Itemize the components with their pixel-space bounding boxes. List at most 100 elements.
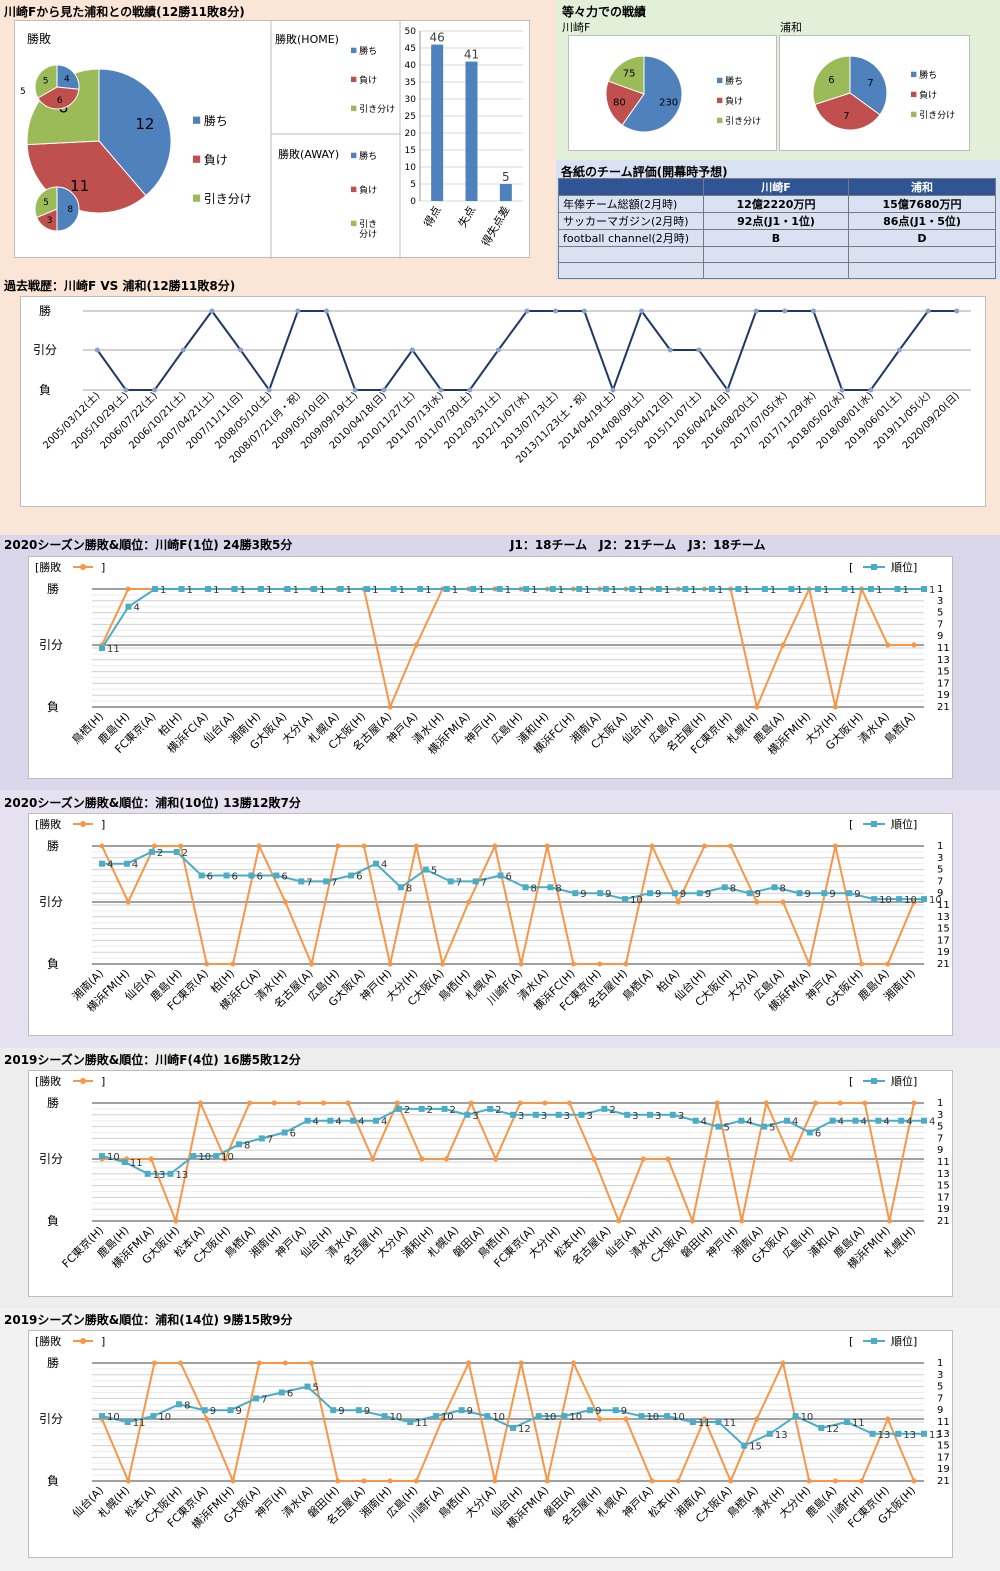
s2020u-title: 2020シーズン勝敗&順位：浦和(10位) 13勝12敗7分 (4, 796, 301, 810)
pie-power-urawa: 7 7 6 (812, 55, 888, 131)
s2020u-panel: [勝敗][順位] 1 3 5 7 9 11 13 15 17 19 21 勝引分負 4 4 2 2 6 6 6 6 7 7 6… (28, 813, 953, 1036)
rank-point (373, 1117, 379, 1124)
result-point (247, 1100, 253, 1106)
rank-data-label: 4 (906, 1117, 912, 1128)
rank-point (152, 586, 159, 592)
data-point (610, 387, 616, 393)
rank-point (846, 890, 853, 897)
pie-data-label: 80 (613, 97, 626, 108)
result-point (754, 899, 760, 905)
rank-data-label: 8 (184, 1400, 190, 1411)
result-point (256, 843, 262, 849)
rank-data-label: 10 (544, 1412, 557, 1423)
rank-line (102, 850, 924, 901)
rank-point (522, 884, 529, 891)
result-point (754, 704, 760, 710)
rank-data-label: 13 (153, 1170, 166, 1181)
rank-point (484, 1413, 491, 1420)
result-point (493, 1156, 499, 1162)
y-tick-label: 0 (410, 197, 416, 207)
rank-data-label: 9 (364, 1406, 370, 1417)
rank-tick-label: 15 (937, 1181, 950, 1192)
rank-tick-label: 11 (937, 900, 950, 911)
rank-data-label: 1 (372, 585, 378, 596)
rank-data-label: 4 (883, 1117, 889, 1128)
eval-cell (848, 262, 996, 279)
result-point (413, 1478, 419, 1484)
rank-point (395, 1105, 402, 1112)
result-point (714, 1100, 720, 1106)
rank-tick-label: 15 (937, 667, 950, 678)
rank-tick-label: 9 (937, 1405, 943, 1416)
result-point (701, 843, 707, 849)
rank-point (647, 890, 653, 897)
rank-point (818, 1424, 825, 1431)
rank-tick-label: 19 (937, 1464, 950, 1475)
result-legend-label: ] (101, 1075, 105, 1088)
result-point (492, 1478, 498, 1484)
rank-point (638, 1413, 645, 1420)
rank-data-label: 8 (730, 883, 736, 894)
rank-data-label: 9 (621, 1406, 627, 1417)
rank-tick-label: 7 (937, 1393, 943, 1404)
rank-data-label: 3 (632, 1111, 638, 1122)
rank-point (497, 872, 504, 879)
y-tick-label: 20 (405, 129, 417, 139)
result-legend-label: ] (101, 561, 105, 574)
y-tick-label: 35 (405, 78, 416, 88)
rank-data-label: 13 (903, 1430, 916, 1441)
result-point (345, 1100, 351, 1106)
rank-point (664, 1413, 671, 1420)
rank-tick-label: 9 (937, 888, 943, 899)
result-point (623, 1416, 629, 1422)
rank-point (124, 1419, 131, 1425)
y-tick-label: 引分 (39, 1152, 63, 1166)
result-point (148, 1156, 154, 1162)
rank-point (472, 878, 479, 885)
rank-data-label: 6 (815, 1129, 821, 1140)
rank-data-label: 5 (431, 866, 437, 877)
rank-tick-label: 21 (937, 1216, 950, 1227)
rank-tick-label: 1 (937, 841, 943, 852)
result-point (468, 1100, 474, 1106)
result-point (690, 1218, 696, 1224)
rank-data-label: 1 (584, 585, 590, 596)
rank-legend-label: [ (849, 818, 853, 831)
result-point (517, 1100, 523, 1106)
rank-point (708, 586, 715, 592)
rank-point (624, 1111, 631, 1118)
rank-data-label: 4 (132, 860, 138, 871)
rank-legend-label: [ (849, 1335, 853, 1348)
result-point (832, 1478, 838, 1484)
rank-tick-label: 13 (937, 1169, 950, 1180)
rank-data-label: 6 (290, 1129, 296, 1140)
result-legend-label: ] (101, 818, 105, 831)
result-point (544, 843, 550, 849)
rank-data-label: 1 (319, 585, 325, 596)
result-point (837, 1100, 843, 1106)
eval-table: 川崎F 浦和 年俸チーム総額(2月時) 12億2220万円 15億7680万円 … (558, 178, 996, 279)
result-legend-marker (80, 821, 86, 827)
rank-point (921, 896, 927, 903)
data-point (639, 308, 645, 314)
rank-line (101, 588, 924, 649)
data-point (553, 308, 559, 314)
result-point (649, 843, 655, 849)
rank-point (487, 1105, 494, 1112)
result-point (597, 1416, 603, 1422)
rank-tick-label: 13 (937, 1429, 950, 1440)
result-point (739, 1218, 745, 1224)
result-point (413, 642, 419, 648)
rank-data-label: 10 (198, 1152, 211, 1163)
rank-point (373, 860, 379, 867)
legend-label: 負け (725, 95, 743, 107)
rank-data-label: 1 (902, 585, 908, 596)
rank-point (464, 1111, 471, 1118)
rank-data-label: 15 (749, 1442, 762, 1453)
eval-cell: B (703, 229, 849, 247)
data-point (467, 387, 473, 393)
result-point (361, 843, 367, 849)
